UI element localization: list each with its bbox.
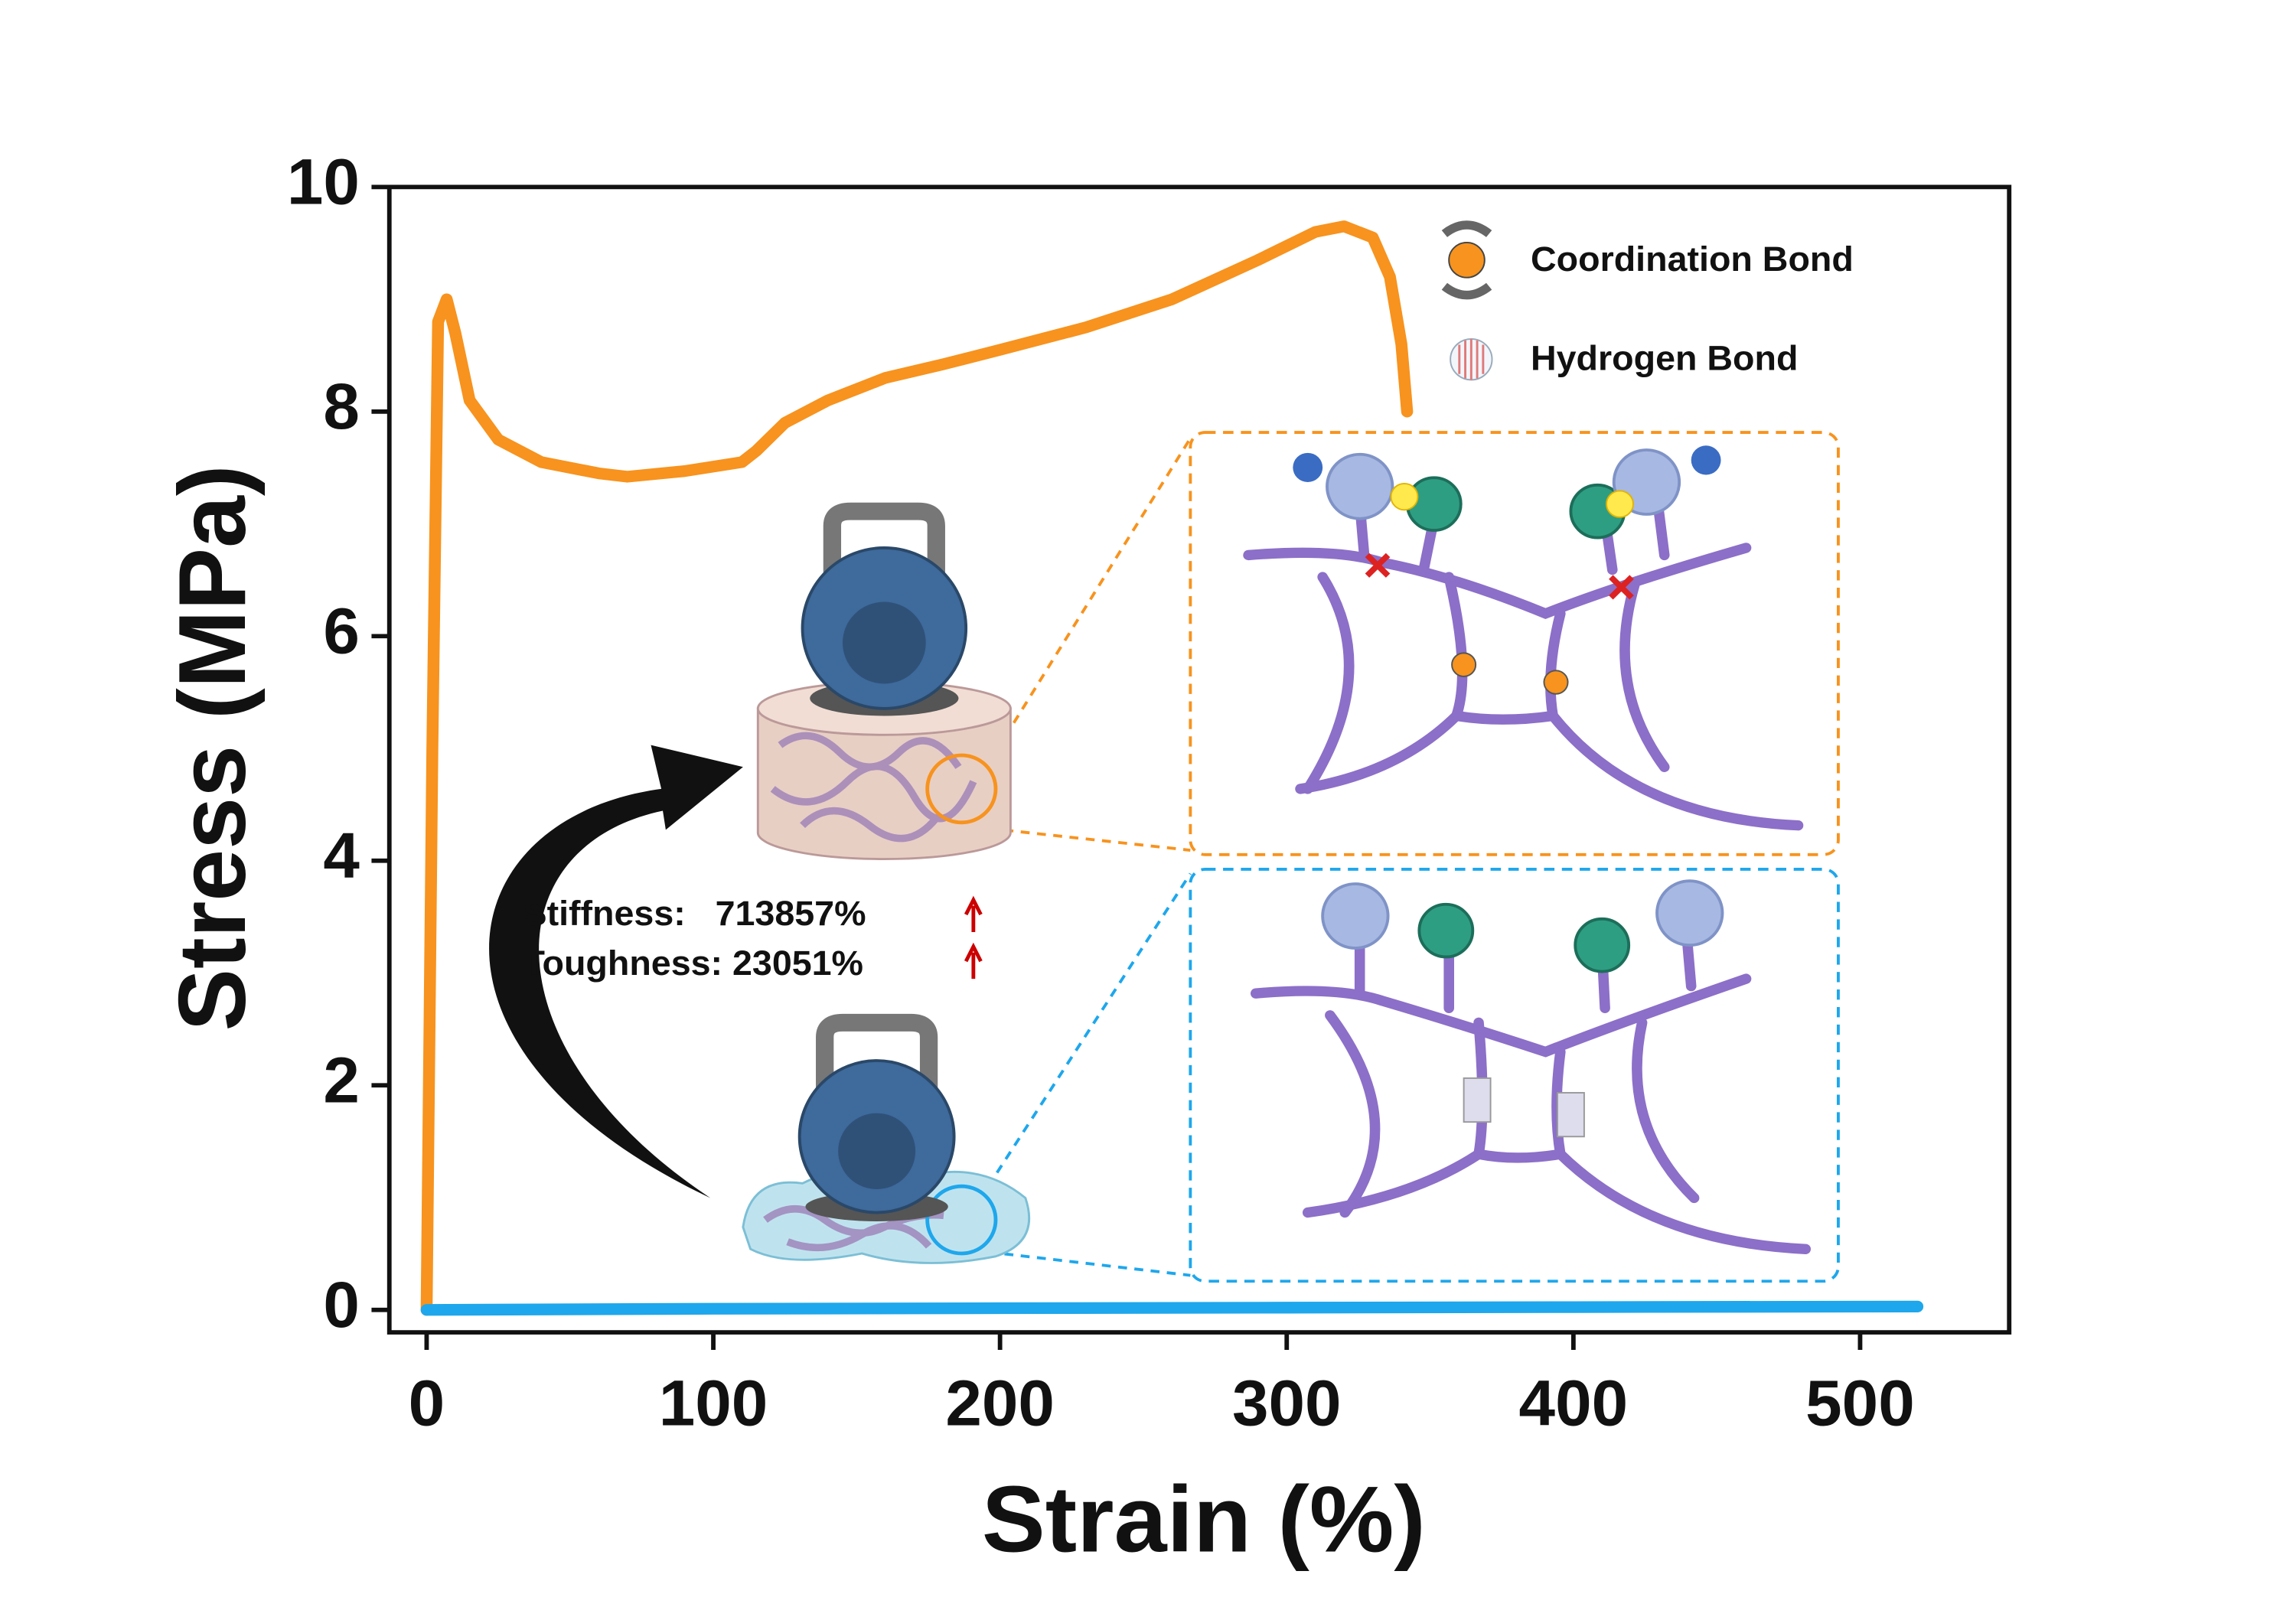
annotation: Stiffness: 713857%: [523, 893, 866, 933]
arrow: [489, 745, 743, 1198]
connector: [988, 826, 1191, 852]
series-line: [420, 1300, 1924, 1316]
legend-text: Coordination Bond: [1531, 239, 1854, 279]
kettlebell: [797, 1013, 956, 1221]
legend-text: Hydrogen Bond: [1531, 338, 1798, 378]
legend-icon: [1441, 220, 1493, 381]
y-tick-label: 4: [323, 820, 360, 892]
series-group: [420, 220, 1414, 1316]
x-tick-label: 400: [1519, 1367, 1629, 1439]
network: [1243, 491, 1812, 1254]
x-tick-label: 300: [1232, 1367, 1342, 1439]
plot-frame: [386, 184, 2012, 1335]
illustration: Coordination Bond Hydrogen Bond Stiffnes…: [489, 220, 1854, 1283]
y-tick-label: 2: [323, 1044, 360, 1116]
connector: [987, 872, 1192, 1188]
x-tick-label: 0: [409, 1367, 445, 1439]
x-tick-label: 200: [945, 1367, 1055, 1439]
series-group: [420, 1300, 1924, 1316]
connector: [988, 1250, 1191, 1277]
y-tick-label: 6: [323, 595, 360, 667]
y-axis-label: Stress (MPa): [159, 464, 266, 1031]
connector: [987, 437, 1192, 765]
y-tick-label: 8: [323, 370, 360, 442]
x-axis-label: Strain (%): [982, 1467, 1426, 1572]
series-line: [420, 220, 1414, 1316]
zoom-box-blue: [1189, 868, 1840, 1283]
x-tick-label: 100: [659, 1367, 768, 1439]
annotation: Toughness: 23051%: [523, 943, 863, 983]
atoms: [1293, 445, 1724, 1138]
up-arrow: [964, 895, 983, 932]
kettlebell: [801, 502, 968, 716]
zoom-box-orange: [1189, 431, 1840, 856]
y-tick-label: 10: [287, 145, 360, 217]
y-tick-label: 0: [323, 1269, 360, 1341]
up-arrow: [964, 942, 983, 980]
x-tick-label: 500: [1805, 1367, 1915, 1439]
